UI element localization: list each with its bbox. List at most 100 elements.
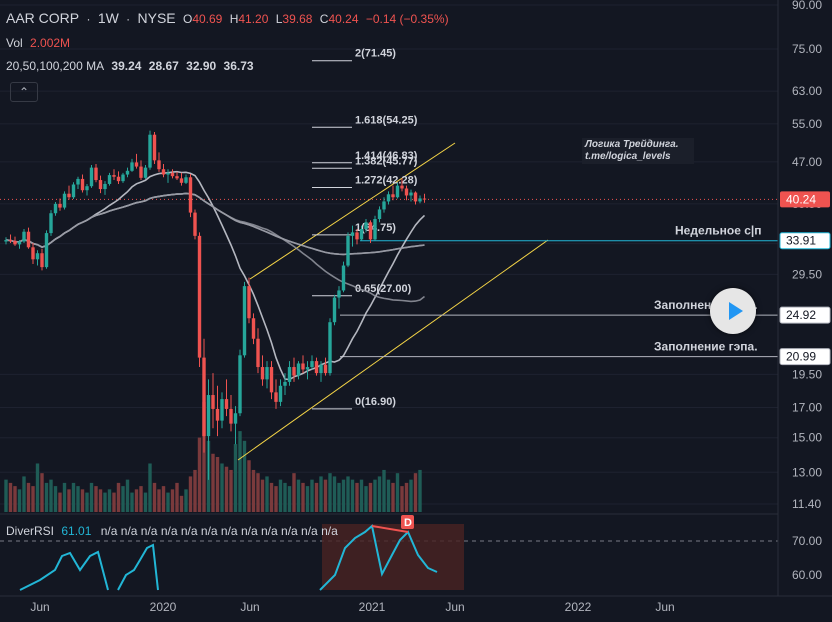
level-price-badge-label: 24.92 xyxy=(786,308,816,322)
volume-bar xyxy=(85,492,89,512)
candle-body xyxy=(40,253,44,268)
volume-bar xyxy=(224,466,229,512)
time-tick-label: Jun xyxy=(445,600,464,614)
candle-body xyxy=(175,176,179,179)
price-tick-label: 55.00 xyxy=(792,117,822,131)
candle-body xyxy=(373,219,377,240)
volume-bar xyxy=(220,463,224,512)
candle-body xyxy=(22,231,26,242)
candle-body xyxy=(58,203,62,208)
volume-bar xyxy=(76,486,80,512)
candle-body xyxy=(121,174,125,182)
volume-bar xyxy=(274,486,278,512)
ma-value-200: 36.73 xyxy=(223,59,254,73)
candle-body xyxy=(193,212,197,236)
last-price-badge-label: 40.24 xyxy=(786,192,816,206)
volume-bar xyxy=(193,469,197,512)
candle-body xyxy=(355,232,359,240)
candle-body xyxy=(413,192,418,202)
volume-bar xyxy=(346,476,350,512)
candle-body xyxy=(17,241,22,245)
volume-bar xyxy=(139,486,143,512)
volume-bar xyxy=(26,482,31,512)
volume-bar xyxy=(80,489,85,512)
volume-bar xyxy=(296,479,301,512)
chevron-up-icon: ⌃ xyxy=(18,85,30,99)
time-tick-label: 2022 xyxy=(565,600,592,614)
candle-body xyxy=(112,175,116,177)
candle-body xyxy=(71,184,76,198)
rsi-na: n/a xyxy=(240,524,258,538)
candle-body xyxy=(206,395,211,437)
rsi-pane: D xyxy=(0,515,778,591)
volume-bar xyxy=(4,479,8,512)
volume-bar xyxy=(166,492,170,512)
candle-body xyxy=(323,364,328,374)
candle-body xyxy=(377,209,382,220)
candle-body xyxy=(103,183,107,190)
candle-body xyxy=(202,357,206,437)
candle-body xyxy=(85,186,89,191)
volume-bar xyxy=(278,479,283,512)
candle-body xyxy=(337,290,341,298)
level-annotation: Заполнение гэпа. xyxy=(654,340,758,354)
candle-body xyxy=(346,235,350,266)
candle-body xyxy=(310,361,314,368)
time-tick-label: Jun xyxy=(30,600,49,614)
ma-line-200 xyxy=(5,192,425,256)
rsi-na: n/a xyxy=(281,524,298,538)
collapse-legend-button[interactable]: ⌃ xyxy=(10,82,38,102)
price-tick-label: 17.00 xyxy=(792,400,822,414)
volume-bar xyxy=(44,482,49,512)
volume-bar xyxy=(107,489,112,512)
volume-bar xyxy=(382,469,386,512)
legend-sep: · xyxy=(126,12,131,26)
price-tick-label: 15.00 xyxy=(792,431,822,445)
last-price-badge xyxy=(780,191,830,208)
rsi-tick-label: 70.00 xyxy=(792,534,822,548)
volume-bar xyxy=(211,453,215,512)
volume-bar xyxy=(215,457,220,512)
volume-bar xyxy=(364,486,368,512)
volume-bar xyxy=(328,473,332,512)
volume-bar xyxy=(35,463,40,512)
candle-body xyxy=(148,134,152,168)
candle-body xyxy=(391,194,395,198)
candle-body xyxy=(422,198,427,200)
volume-bar xyxy=(89,482,94,512)
candle-body xyxy=(152,134,157,161)
time-tick-label: Jun xyxy=(240,600,259,614)
candle-body xyxy=(265,367,269,380)
candle-body xyxy=(229,408,233,424)
volume-legend: Vol 2.002M xyxy=(6,36,74,50)
fib-level-label: 1.618(54.25) xyxy=(355,114,418,126)
volume-bar xyxy=(125,479,130,512)
volume-bar xyxy=(53,486,58,512)
volume-bar xyxy=(94,486,98,512)
volume-bar xyxy=(175,482,179,512)
candle-body xyxy=(220,399,224,421)
volume-bar xyxy=(409,479,413,512)
volume-bar xyxy=(283,482,287,512)
candle-body xyxy=(233,413,238,424)
volume-bar xyxy=(265,476,269,512)
level-price-badge xyxy=(779,232,831,250)
volume-bar xyxy=(184,489,188,512)
price-tick-label: 47.00 xyxy=(792,155,822,169)
volume-bar xyxy=(287,486,292,512)
candle-body xyxy=(418,198,422,202)
candle-body xyxy=(130,162,134,171)
time-tick-label: Jun xyxy=(655,600,674,614)
candle-body xyxy=(395,185,400,198)
rsi-divergence-marker xyxy=(401,515,414,529)
volume-bar xyxy=(143,492,148,512)
candle-body xyxy=(49,213,53,234)
candle-body xyxy=(35,253,40,260)
rsi-na: n/a xyxy=(301,524,318,538)
watermark-line: t.me/logica_levels xyxy=(585,151,671,162)
candle-body xyxy=(319,364,323,374)
candle-body xyxy=(211,395,215,409)
ma-value-50: 28.67 xyxy=(148,59,179,73)
candle-body xyxy=(292,367,296,376)
play-button[interactable] xyxy=(710,288,756,334)
